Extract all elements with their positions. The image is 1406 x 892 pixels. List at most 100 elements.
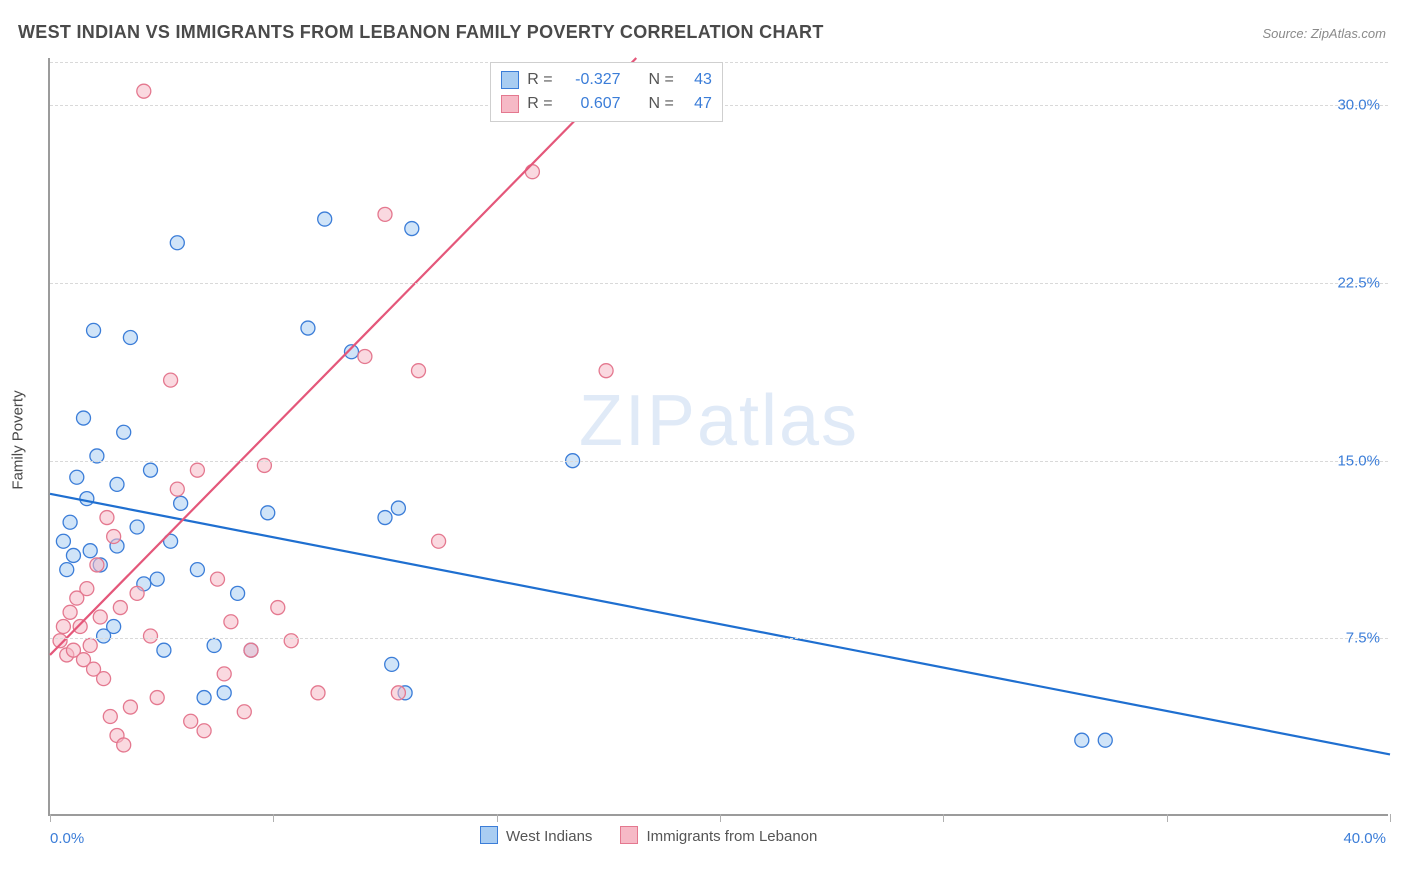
scatter-point-lebanon — [113, 601, 127, 615]
scatter-point-lebanon — [525, 165, 539, 179]
scatter-point-lebanon — [164, 373, 178, 387]
scatter-point-west_indians — [207, 638, 221, 652]
stats-n-label: N = — [649, 68, 674, 92]
stats-r-value: 0.607 — [561, 92, 621, 116]
stats-swatch-lebanon — [501, 95, 519, 113]
scatter-point-west_indians — [60, 563, 74, 577]
scatter-point-west_indians — [197, 691, 211, 705]
legend-item-west_indians: West Indians — [480, 826, 592, 845]
scatter-point-lebanon — [197, 724, 211, 738]
scatter-point-lebanon — [123, 700, 137, 714]
scatter-point-lebanon — [150, 691, 164, 705]
scatter-point-west_indians — [391, 501, 405, 515]
scatter-point-lebanon — [90, 558, 104, 572]
scatter-point-lebanon — [244, 643, 258, 657]
chart-title: WEST INDIAN VS IMMIGRANTS FROM LEBANON F… — [18, 22, 824, 43]
scatter-point-west_indians — [217, 686, 231, 700]
scatter-point-west_indians — [130, 520, 144, 534]
scatter-point-lebanon — [63, 605, 77, 619]
scatter-point-lebanon — [190, 463, 204, 477]
scatter-point-lebanon — [237, 705, 251, 719]
x-min-label: 0.0% — [50, 830, 84, 847]
scatter-point-west_indians — [170, 236, 184, 250]
scatter-point-west_indians — [107, 620, 121, 634]
source-attribution: Source: ZipAtlas.com — [1262, 26, 1386, 41]
gridline — [50, 283, 1388, 284]
legend-swatch-lebanon — [620, 826, 638, 844]
stats-row-lebanon: R =0.607N =47 — [501, 92, 712, 116]
scatter-point-west_indians — [110, 477, 124, 491]
x-tick — [1390, 814, 1391, 822]
scatter-point-west_indians — [80, 492, 94, 506]
scatter-point-lebanon — [599, 364, 613, 378]
scatter-point-lebanon — [284, 634, 298, 648]
stats-swatch-west_indians — [501, 71, 519, 89]
scatter-point-west_indians — [63, 515, 77, 529]
scatter-point-lebanon — [311, 686, 325, 700]
stats-r-label: R = — [527, 68, 552, 92]
scatter-point-west_indians — [301, 321, 315, 335]
scatter-point-west_indians — [70, 470, 84, 484]
scatter-point-west_indians — [385, 657, 399, 671]
scatter-point-west_indians — [77, 411, 91, 425]
legend-item-lebanon: Immigrants from Lebanon — [620, 826, 817, 845]
scatter-point-west_indians — [123, 331, 137, 345]
x-tick — [720, 814, 721, 822]
legend-label-lebanon: Immigrants from Lebanon — [646, 828, 817, 845]
y-tick-label: 30.0% — [1337, 97, 1380, 114]
scatter-point-west_indians — [87, 323, 101, 337]
scatter-point-lebanon — [130, 586, 144, 600]
scatter-point-west_indians — [83, 544, 97, 558]
scatter-point-lebanon — [56, 620, 70, 634]
x-tick — [50, 814, 51, 822]
scatter-point-lebanon — [103, 710, 117, 724]
scatter-point-west_indians — [378, 511, 392, 525]
scatter-point-west_indians — [1075, 733, 1089, 747]
scatter-point-lebanon — [412, 364, 426, 378]
scatter-point-west_indians — [174, 496, 188, 510]
stats-r-value: -0.327 — [561, 68, 621, 92]
y-tick-label: 7.5% — [1346, 630, 1380, 647]
scatter-point-lebanon — [107, 529, 121, 543]
gridline — [50, 638, 1388, 639]
chart-container: WEST INDIAN VS IMMIGRANTS FROM LEBANON F… — [0, 0, 1406, 892]
scatter-point-lebanon — [170, 482, 184, 496]
scatter-point-west_indians — [150, 572, 164, 586]
x-max-label: 40.0% — [1343, 830, 1386, 847]
y-tick-label: 22.5% — [1337, 275, 1380, 292]
legend-swatch-west_indians — [480, 826, 498, 844]
scatter-point-lebanon — [144, 629, 158, 643]
scatter-point-lebanon — [271, 601, 285, 615]
scatter-point-west_indians — [66, 548, 80, 562]
x-tick — [943, 814, 944, 822]
scatter-point-lebanon — [378, 207, 392, 221]
scatter-point-lebanon — [93, 610, 107, 624]
gridline — [50, 461, 1388, 462]
scatter-point-lebanon — [100, 511, 114, 525]
scatter-point-lebanon — [83, 638, 97, 652]
scatter-point-west_indians — [144, 463, 158, 477]
scatter-point-lebanon — [224, 615, 238, 629]
source-name: ZipAtlas.com — [1311, 26, 1386, 41]
legend: West Indians Immigrants from Lebanon — [480, 826, 817, 845]
plot-svg — [50, 58, 1388, 814]
stats-r-label: R = — [527, 92, 552, 116]
scatter-point-lebanon — [217, 667, 231, 681]
x-tick — [1167, 814, 1168, 822]
scatter-point-lebanon — [73, 620, 87, 634]
scatter-point-west_indians — [231, 586, 245, 600]
source-prefix: Source: — [1262, 26, 1310, 41]
stats-n-value: 43 — [682, 68, 712, 92]
scatter-point-lebanon — [117, 738, 131, 752]
stats-box: R =-0.327N =43R =0.607N =47 — [490, 62, 723, 122]
y-axis-label: Family Poverty — [10, 390, 27, 489]
y-tick-label: 15.0% — [1337, 452, 1380, 469]
scatter-point-west_indians — [157, 643, 171, 657]
scatter-point-west_indians — [261, 506, 275, 520]
scatter-point-west_indians — [190, 563, 204, 577]
stats-n-value: 47 — [682, 92, 712, 116]
scatter-point-west_indians — [405, 222, 419, 236]
x-tick — [497, 814, 498, 822]
scatter-point-lebanon — [432, 534, 446, 548]
scatter-point-lebanon — [137, 84, 151, 98]
